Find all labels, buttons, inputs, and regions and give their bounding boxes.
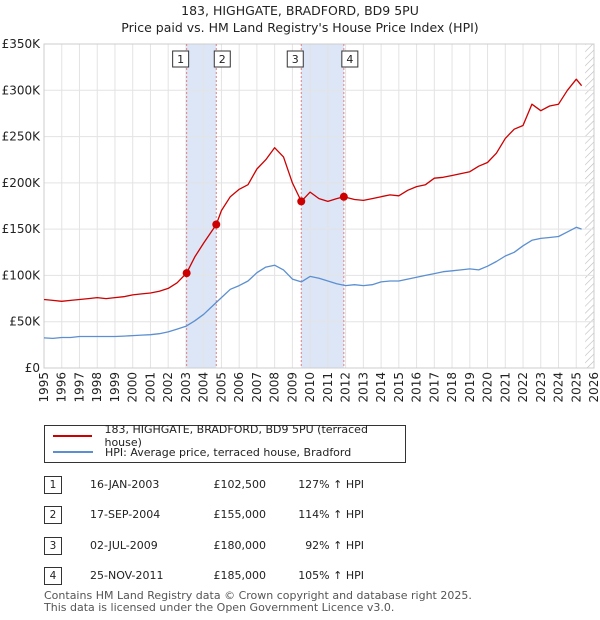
- x-tick-label: 2016: [410, 372, 424, 403]
- x-tick-label: 2017: [427, 372, 441, 403]
- x-tick-label: 2003: [179, 372, 193, 403]
- sale-point: [297, 197, 306, 206]
- sale-number-badge: 1: [44, 476, 62, 494]
- x-tick-label: 2014: [374, 372, 388, 403]
- plot-border: [43, 43, 595, 369]
- sale-hpi-change: 127% ↑ HPI: [298, 478, 364, 491]
- x-tick-label: 2011: [321, 372, 335, 403]
- y-tick-label: £350K: [2, 37, 42, 51]
- sale-label-box: [341, 50, 359, 68]
- y-tick-label: £150K: [2, 222, 42, 236]
- x-tick-label: 2001: [143, 372, 157, 403]
- legend-label-hpi: HPI: Average price, terraced house, Brad…: [105, 445, 352, 459]
- sale-hpi-change: 105% ↑ HPI: [298, 569, 364, 582]
- x-tick-label: 1997: [72, 372, 86, 403]
- sale-number-badge: 3: [44, 537, 62, 555]
- legend-item-property: 183, HIGHGATE, BRADFORD, BD9 5PU (terrac…: [53, 423, 405, 449]
- hpi-line: [43, 226, 582, 340]
- x-tick-label: 1996: [55, 372, 69, 403]
- sale-row: 3 02-JUL-2009 £180,000 92% ↑ HPI: [44, 537, 444, 555]
- sale-price: £102,500: [213, 478, 267, 491]
- sale-label-text: 1: [177, 53, 184, 66]
- x-tick-label: 2008: [268, 372, 282, 403]
- sale-row: 1 16-JAN-2003 £102,500 127% ↑ HPI: [44, 476, 444, 494]
- legend-swatch-hpi: [53, 451, 93, 453]
- legend-label-property: 183, HIGHGATE, BRADFORD, BD9 5PU (terrac…: [104, 423, 368, 449]
- sale-label-text: 2: [219, 53, 226, 66]
- x-tick-label: 2009: [285, 372, 299, 403]
- sale-row: 2 17-SEP-2004 £155,000 114% ↑ HPI: [44, 506, 444, 524]
- legend: 183, HIGHGATE, BRADFORD, BD9 5PU (terrac…: [44, 423, 406, 463]
- title-line-1: 183, HIGHGATE, BRADFORD, BD9 5PU: [181, 3, 419, 18]
- x-tick-label: 2015: [392, 372, 406, 403]
- sale-price: £180,000: [213, 539, 267, 552]
- x-tick-label: 2019: [463, 372, 477, 403]
- sale-price: £155,000: [213, 508, 267, 521]
- sale-price: £185,000: [213, 569, 267, 582]
- x-tick-label: 2024: [552, 372, 566, 403]
- x-tick-label: 1995: [37, 372, 51, 403]
- property-price-line: [43, 78, 583, 302]
- chart-title: 183, HIGHGATE, BRADFORD, BD9 5PU Price p…: [0, 2, 600, 36]
- y-tick-label: £50K: [9, 315, 41, 329]
- x-tick-label: 2020: [481, 372, 495, 403]
- sale-point: [182, 269, 191, 278]
- x-tick-label: 2026: [587, 372, 600, 403]
- sale-label-box: [286, 50, 304, 68]
- x-tick-label: 2021: [498, 372, 512, 403]
- sale-label-text: 4: [346, 53, 353, 66]
- y-tick-label: £300K: [2, 83, 42, 97]
- sale-hpi-change: 92% ↑ HPI: [305, 539, 364, 552]
- sale-number-badge: 4: [44, 567, 62, 585]
- title-line-2: Price paid vs. HM Land Registry's House …: [121, 20, 479, 35]
- x-tick-label: 2002: [161, 372, 175, 403]
- footer-line-2: This data is licensed under the Open Gov…: [44, 601, 395, 614]
- y-tick-label: £250K: [2, 130, 42, 144]
- x-tick-label: 2000: [126, 372, 140, 403]
- sale-number-badge: 2: [44, 506, 62, 524]
- price-chart: 1 2 3 4 £0 £50K £100K £150K £200K £250K £300K £350…: [2, 37, 600, 403]
- x-tick-label: 2005: [214, 372, 228, 403]
- sale-hpi-change: 114% ↑ HPI: [298, 508, 364, 521]
- shaded-band: [301, 44, 344, 368]
- x-tick-label: 2018: [445, 372, 459, 403]
- forecast-hatch: [585, 44, 594, 368]
- x-tick-label: 2004: [197, 372, 211, 403]
- x-tick-label: 2022: [516, 372, 530, 403]
- sale-date: 16-JAN-2003: [90, 478, 160, 491]
- x-tick-label: 1998: [90, 372, 104, 403]
- sale-point: [212, 220, 221, 229]
- sale-label-text: 3: [292, 53, 299, 66]
- y-tick-label: £200K: [2, 176, 42, 190]
- x-tick-label: 1999: [108, 372, 122, 403]
- sale-label-box: [172, 50, 190, 68]
- footer-line-1: Contains HM Land Registry data © Crown c…: [44, 589, 472, 602]
- x-tick-label: 2006: [232, 372, 246, 403]
- x-tick-label: 2010: [303, 372, 317, 403]
- x-tick-label: 2025: [569, 372, 583, 403]
- y-tick-label: £0: [25, 361, 40, 375]
- sale-label-box: [213, 50, 231, 68]
- sale-date: 17-SEP-2004: [90, 508, 161, 521]
- y-tick-label: £100K: [2, 268, 42, 282]
- footer-attribution: Contains HM Land Registry data © Crown c…: [44, 590, 472, 614]
- sale-point: [339, 192, 348, 201]
- sale-date: 25-NOV-2011: [90, 569, 164, 582]
- x-tick-label: 2007: [250, 372, 264, 403]
- x-tick-label: 2013: [356, 372, 370, 403]
- shaded-band: [186, 44, 217, 368]
- legend-swatch-property: [53, 435, 93, 437]
- sale-row: 4 25-NOV-2011 £185,000 105% ↑ HPI: [44, 567, 444, 585]
- x-tick-label: 2012: [339, 372, 353, 403]
- sale-date: 02-JUL-2009: [90, 539, 158, 552]
- x-tick-label: 2023: [534, 372, 548, 403]
- legend-item-hpi: HPI: Average price, terraced house, Brad…: [53, 444, 351, 460]
